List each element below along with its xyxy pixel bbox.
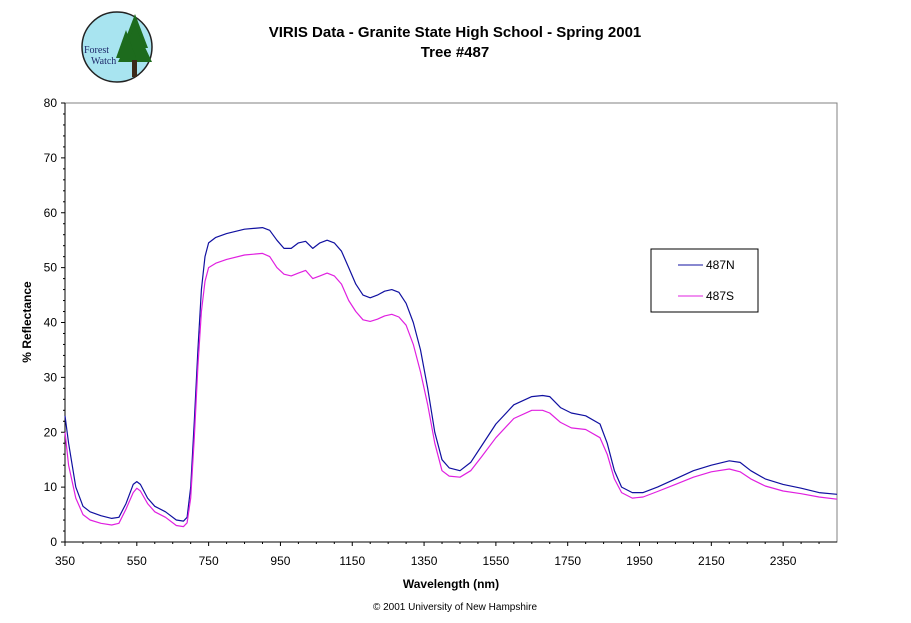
legend: 487N 487S	[650, 248, 759, 313]
x-tick-label: 1750	[554, 554, 581, 568]
y-tick-label: 60	[44, 206, 58, 220]
series-line-487S	[64, 252, 838, 528]
y-axis-ticks: 0 10 20 30 40 50 60 70 80	[44, 96, 65, 549]
x-tick-label: 750	[199, 554, 219, 568]
x-tick-label: 2350	[770, 554, 797, 568]
forest-watch-logo: Forest Watch	[81, 11, 153, 83]
series-line-487N	[64, 227, 838, 522]
x-tick-label: 2150	[698, 554, 725, 568]
x-tick-label: 1350	[411, 554, 438, 568]
y-tick-label: 50	[44, 261, 58, 275]
y-tick-label: 30	[44, 370, 58, 384]
legend-label-487S: 487S	[706, 289, 734, 303]
tree-icon	[116, 14, 152, 77]
x-tick-label: 1550	[483, 554, 510, 568]
y-axis-label: % Reflectance	[20, 281, 34, 363]
logo-text-line2: Watch	[91, 56, 116, 67]
legend-label-487N: 487N	[706, 258, 735, 272]
x-tick-label: 550	[127, 554, 147, 568]
x-axis-label: Wavelength (nm)	[403, 577, 499, 591]
x-axis-ticks: 350 550 750 950 1150 1350 1550 1750 1950 2150 2350	[55, 542, 820, 568]
x-tick-label: 1150	[339, 554, 365, 568]
legend-box	[650, 248, 759, 313]
x-tick-label: 350	[55, 554, 75, 568]
x-tick-label: 1950	[626, 554, 653, 568]
x-tick-label: 950	[270, 554, 290, 568]
y-tick-label: 10	[44, 480, 58, 494]
y-tick-label: 80	[44, 96, 58, 110]
y-tick-label: 70	[44, 151, 58, 165]
series-group	[64, 227, 838, 528]
y-tick-label: 0	[50, 535, 57, 549]
chart-title: VIRIS Data - Granite State High School -…	[269, 24, 642, 41]
y-tick-label: 20	[44, 425, 58, 439]
copyright-text: © 2001 University of New Hampshire	[373, 602, 538, 613]
chart-subtitle: Tree #487	[421, 44, 489, 61]
y-tick-label: 40	[44, 316, 58, 330]
logo-text-line1: Forest	[84, 45, 109, 56]
